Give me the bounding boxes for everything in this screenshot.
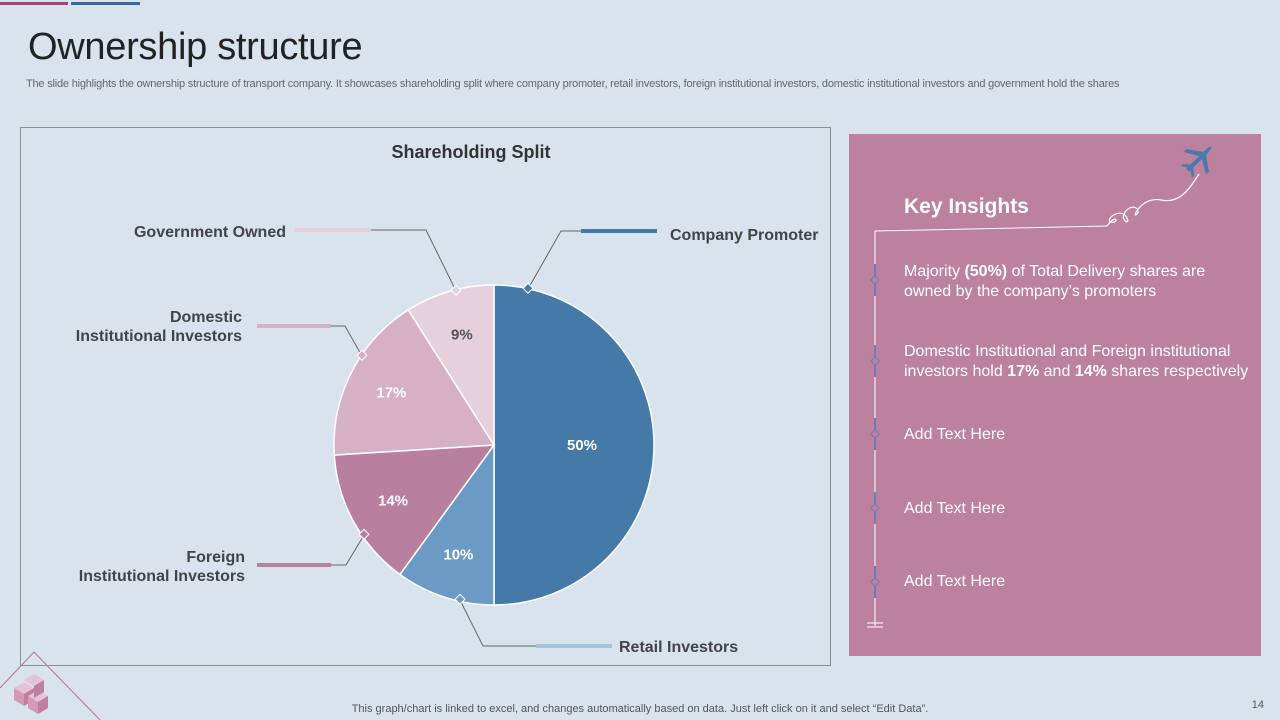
legend-label-government: Government Owned (134, 224, 286, 241)
pie-slice-government-owned[interactable] (407, 284, 495, 448)
legend-label-company-promoter: Company Promoter (670, 227, 818, 244)
page-number: 14 (1251, 699, 1264, 711)
label-bar-retail (536, 644, 612, 648)
legend-label-domestic-line1: Domestic (170, 309, 242, 326)
legend-label-foreign-line1: Foreign (186, 549, 245, 566)
chart-title: Shareholding Split (391, 142, 550, 162)
insight-item-2: Domestic Institutional and Foreign insti… (904, 343, 1249, 380)
pie-slice-foreign-institutional-investors[interactable] (333, 444, 496, 576)
timeline-dot-5 (870, 577, 880, 587)
pie-data-label-domestic-institutional-investors: 17% (376, 385, 406, 402)
legend-label-retail: Retail Investors (619, 639, 738, 656)
pie-data-label-retail-investors: 10% (443, 547, 473, 564)
leader-marker-domestic (356, 349, 368, 361)
label-bar-government (295, 228, 371, 232)
pie-slice-retail-investors[interactable] (398, 442, 495, 606)
page-subtitle: The slide highlights the ownership struc… (26, 78, 1120, 90)
airplane-icon (1180, 146, 1212, 178)
insights-title: Key Insights (904, 195, 1029, 218)
leader-line-foreign (331, 534, 365, 566)
pie-data-label-company-promoter: 50% (567, 437, 597, 454)
leader-line-retail (459, 599, 536, 647)
cubes-logo-icon (14, 674, 48, 714)
insight-item-4: Add Text Here (904, 500, 1006, 517)
key-insights-panel: Key Insights Majority (50%) of Total Del… (849, 134, 1261, 656)
timeline-dot-4 (870, 503, 880, 513)
label-bar-foreign (257, 563, 331, 567)
pie-slice-domestic-institutional-investors[interactable] (333, 308, 496, 456)
insight-item-5: Add Text Here (904, 573, 1006, 590)
label-bar-domestic (257, 324, 331, 328)
leader-marker-government (450, 284, 462, 296)
insight-item-1: Majority (50%) of Total Delivery shares … (904, 263, 1206, 300)
timeline-dot-2 (870, 356, 880, 366)
timeline-dot-3 (870, 429, 880, 439)
legend-label-foreign-line2: Institutional Investors (79, 568, 245, 585)
leader-marker-foreign (358, 528, 370, 540)
leader-line-government (371, 229, 457, 292)
leader-line-domestic (331, 325, 363, 357)
pie-chart[interactable]: Shareholding Split Company Promoter Gove… (21, 128, 832, 667)
pie-slice-company-promoter[interactable] (493, 284, 655, 606)
pie-data-label-foreign-institutional-investors: 14% (378, 493, 408, 510)
label-bar-company-promoter (581, 229, 657, 233)
page-title: Ownership structure (28, 26, 363, 68)
corner-decoration (0, 651, 101, 720)
pie-chart-panel[interactable]: Shareholding Split Company Promoter Gove… (20, 127, 831, 666)
insights-decoration (867, 146, 1212, 628)
legend-label-domestic-line2: Institutional Investors (76, 328, 242, 345)
timeline-dot-1 (870, 275, 880, 285)
leader-marker-retail (454, 593, 466, 605)
footer-note: This graph/chart is linked to excel, and… (351, 703, 929, 715)
pie-data-label-government-owned: 9% (451, 326, 473, 343)
leader-marker-company-promoter (522, 282, 534, 294)
top-accent-bar-blue (71, 2, 140, 5)
insight-item-3: Add Text Here (904, 426, 1006, 443)
top-accent-bar-pink (0, 2, 68, 5)
leader-line-company-promoter (527, 230, 581, 290)
